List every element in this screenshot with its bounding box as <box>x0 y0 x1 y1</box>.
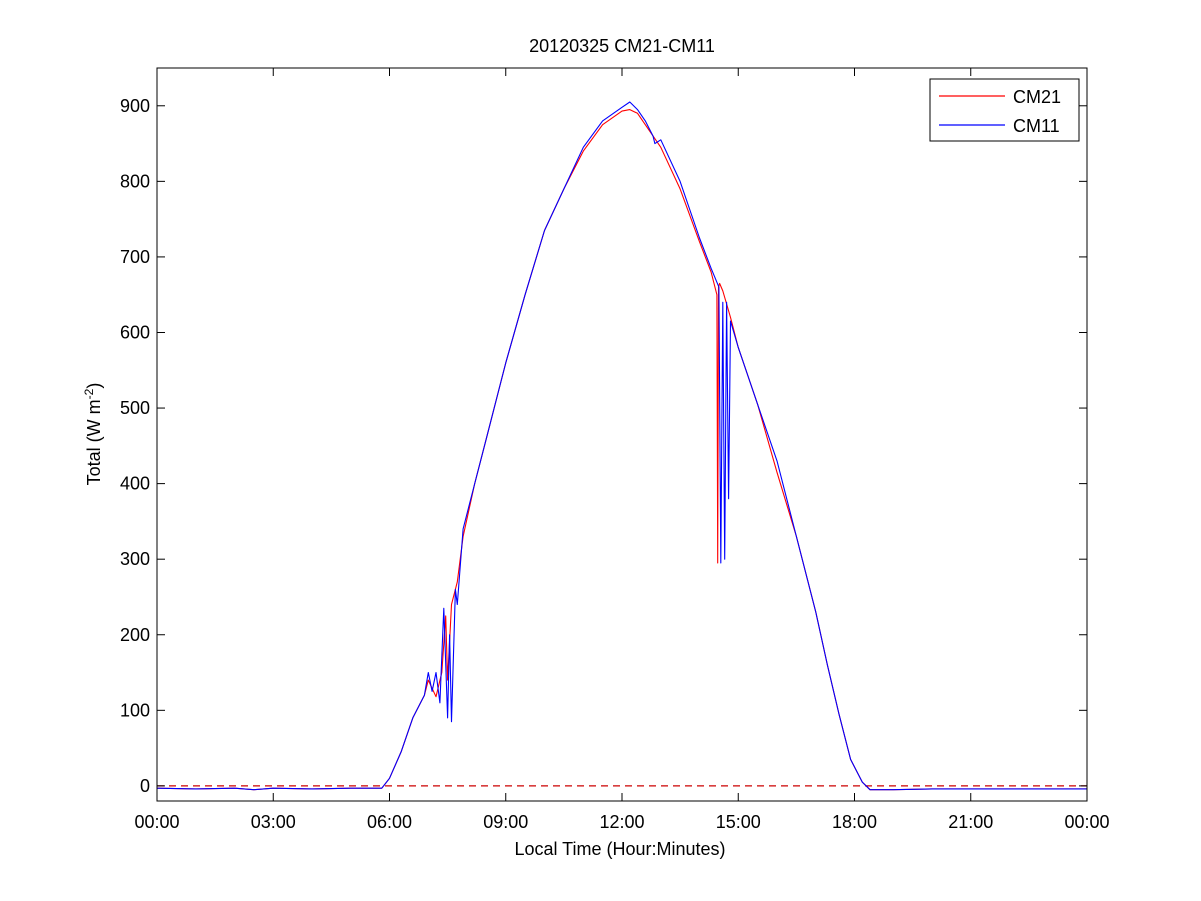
y-axis-label: Total (W m-2) <box>82 383 104 486</box>
y-tick-label: 0 <box>140 776 150 796</box>
y-tick-label: 200 <box>120 625 150 645</box>
y-tick-label: 100 <box>120 700 150 720</box>
x-tick-label: 21:00 <box>948 812 993 832</box>
legend-label-cm11: CM11 <box>1013 116 1060 136</box>
y-tick-label: 800 <box>120 171 150 191</box>
x-tick-label: 18:00 <box>832 812 877 832</box>
y-tick-label: 400 <box>120 474 150 494</box>
legend: CM21 CM11 <box>929 78 1080 142</box>
y-tick-label: 300 <box>120 549 150 569</box>
x-tick-label: 06:00 <box>367 812 412 832</box>
y-axis-label-close: ) <box>84 383 104 389</box>
ticks-layer: 00:00 03:00 06:00 09:00 12:00 15:00 18:00 21:00… <box>120 68 1110 832</box>
y-axis-label-main: Total (W m <box>84 399 104 485</box>
x-tick-label: 12:00 <box>599 812 644 832</box>
x-axis-label: Local Time (Hour:Minutes) <box>514 839 725 859</box>
x-tick-label: 09:00 <box>483 812 528 832</box>
y-tick-label: 700 <box>120 247 150 267</box>
y-tick-label: 900 <box>120 96 150 116</box>
y-axis-label-exponent: -2 <box>82 388 96 399</box>
y-tick-label: 600 <box>120 322 150 342</box>
plot-area <box>156 67 1088 802</box>
legend-label-cm21: CM21 <box>1013 87 1061 107</box>
axes-background <box>157 68 1087 801</box>
chart-title: 20120325 CM21-CM11 <box>529 36 715 56</box>
x-tick-label: 15:00 <box>716 812 761 832</box>
x-tick-label: 00:00 <box>1064 812 1109 832</box>
y-tick-label: 500 <box>120 398 150 418</box>
series-line-cm11 <box>156 101 1087 791</box>
x-tick-label: 03:00 <box>251 812 296 832</box>
legend-box <box>929 78 1080 142</box>
x-tick-label: 00:00 <box>134 812 179 832</box>
series-layer <box>156 101 1087 791</box>
